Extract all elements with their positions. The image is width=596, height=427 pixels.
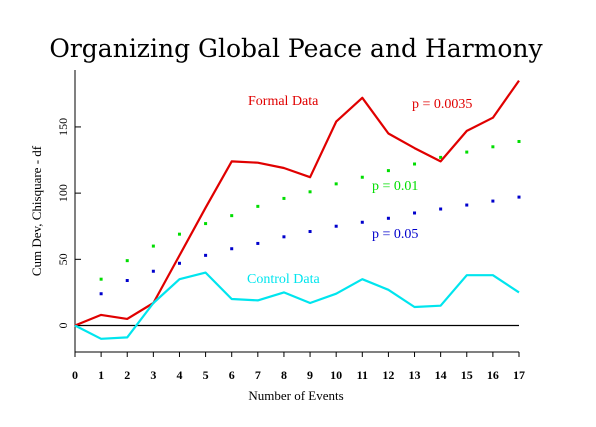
x-tick-label: 4 (176, 368, 182, 382)
series-point-p-0-05 (465, 203, 469, 207)
series-point-p-0-01 (334, 182, 338, 186)
y-axis-label: Cum Dev, Chisquare - df (29, 145, 44, 276)
series-point-p-0-05 (125, 279, 129, 283)
series-point-p-0-05 (386, 216, 390, 220)
x-tick-label: 9 (307, 368, 313, 382)
series-point-p-0-05 (413, 211, 417, 215)
series-line-formal-data (74, 79, 520, 327)
series-point-p-0-05 (517, 195, 521, 199)
series-point-p-0-01 (125, 259, 129, 263)
series-point-p-0-01 (491, 145, 495, 149)
x-tick-label: 16 (487, 368, 499, 382)
series-point-p-0-01 (517, 139, 521, 143)
series-point-p-0-01 (465, 150, 469, 154)
series-point-p-0-01 (282, 196, 286, 200)
series-point-p-0-05 (491, 199, 495, 203)
x-tick-label: 1 (98, 368, 104, 382)
series-point-p-0-05 (204, 253, 208, 257)
series-point-p-0-05 (256, 241, 260, 245)
series-point-p-0-05 (308, 230, 312, 234)
x-tick-label: 8 (281, 368, 287, 382)
p05-label: p = 0.05 (372, 227, 418, 242)
series-point-p-0-05 (151, 269, 155, 273)
series-point-p-0-01 (360, 175, 364, 179)
y-tick-label: 50 (56, 253, 70, 265)
series-point-p-0-01 (308, 190, 312, 194)
series-point-p-0-01 (439, 155, 443, 159)
chart-title: Organizing Global Peace and Harmony (49, 34, 543, 63)
y-tick-label: 100 (56, 184, 70, 202)
series-point-p-0-01 (386, 169, 390, 173)
control-data-label: Control Data (247, 272, 320, 287)
x-axis-label: Number of Events (248, 388, 343, 403)
x-tick-label: 0 (72, 368, 78, 382)
y-tick-label: 0 (56, 323, 70, 329)
series-point-p-0-05 (282, 235, 286, 239)
x-tick-label: 12 (382, 368, 394, 382)
series-point-p-0-01 (256, 204, 260, 208)
y-tick-label: 150 (56, 118, 70, 136)
x-ticks: 0 1 2 3 4 5 6 7 8 9 10 11 12 13 14 15 16 17 (72, 352, 525, 382)
data-line-series (74, 79, 520, 340)
x-tick-label: 7 (255, 368, 261, 382)
p01-label: p = 0.01 (372, 179, 418, 194)
x-tick-label: 6 (229, 368, 235, 382)
x-tick-label: 15 (461, 368, 473, 382)
x-tick-label: 11 (357, 368, 368, 382)
x-tick-label: 3 (150, 368, 156, 382)
formal-data-label: Formal Data (248, 94, 319, 109)
x-tick-label: 14 (435, 368, 447, 382)
series-point-p-0-01 (177, 232, 181, 236)
threshold-dot-series (99, 139, 521, 296)
series-line-control-data (74, 271, 520, 340)
series-point-p-0-05 (99, 292, 103, 296)
x-tick-label: 13 (409, 368, 421, 382)
series-point-p-0-05 (334, 224, 338, 228)
series-point-p-0-05 (360, 220, 364, 224)
x-tick-label: 5 (203, 368, 209, 382)
series-point-p-0-01 (230, 214, 234, 218)
series-point-p-0-01 (99, 277, 103, 281)
formal-p-value-label: p = 0.0035 (412, 97, 472, 112)
series-point-p-0-01 (413, 162, 417, 166)
series-point-p-0-05 (177, 261, 181, 265)
x-tick-label: 10 (330, 368, 342, 382)
series-point-p-0-05 (230, 247, 234, 251)
x-tick-label: 17 (513, 368, 525, 382)
series-point-p-0-01 (151, 244, 155, 248)
series-point-p-0-05 (439, 207, 443, 211)
plot-frame (74, 70, 519, 353)
series-point-p-0-01 (204, 222, 208, 226)
x-tick-label: 2 (124, 368, 130, 382)
y-ticks: 0 50 100 150 (56, 118, 81, 329)
